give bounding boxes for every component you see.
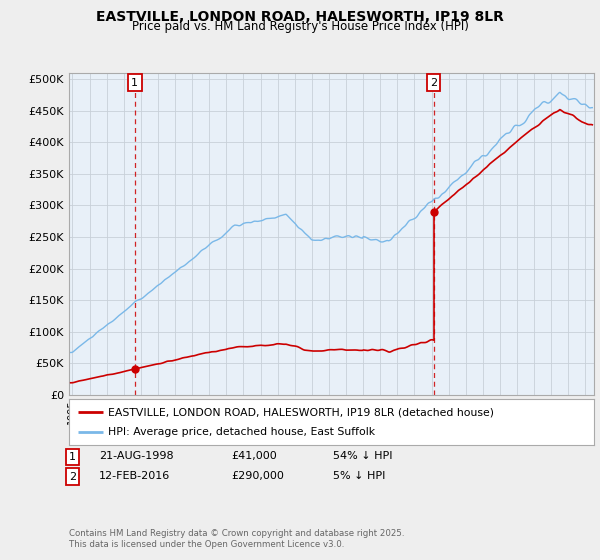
Text: £41,000: £41,000 [231,451,277,461]
Text: Contains HM Land Registry data © Crown copyright and database right 2025.
This d: Contains HM Land Registry data © Crown c… [69,529,404,549]
Text: 1: 1 [69,452,76,462]
Text: 54% ↓ HPI: 54% ↓ HPI [333,451,392,461]
Text: 5% ↓ HPI: 5% ↓ HPI [333,471,385,481]
Text: EASTVILLE, LONDON ROAD, HALESWORTH, IP19 8LR (detached house): EASTVILLE, LONDON ROAD, HALESWORTH, IP19… [109,407,494,417]
Text: 12-FEB-2016: 12-FEB-2016 [99,471,170,481]
Text: 1: 1 [131,78,138,87]
Text: 2: 2 [430,78,437,87]
Text: £290,000: £290,000 [231,471,284,481]
Text: Price paid vs. HM Land Registry's House Price Index (HPI): Price paid vs. HM Land Registry's House … [131,20,469,33]
Text: 2: 2 [69,472,76,482]
Text: HPI: Average price, detached house, East Suffolk: HPI: Average price, detached house, East… [109,427,376,437]
Text: EASTVILLE, LONDON ROAD, HALESWORTH, IP19 8LR: EASTVILLE, LONDON ROAD, HALESWORTH, IP19… [96,10,504,24]
Text: 21-AUG-1998: 21-AUG-1998 [99,451,173,461]
